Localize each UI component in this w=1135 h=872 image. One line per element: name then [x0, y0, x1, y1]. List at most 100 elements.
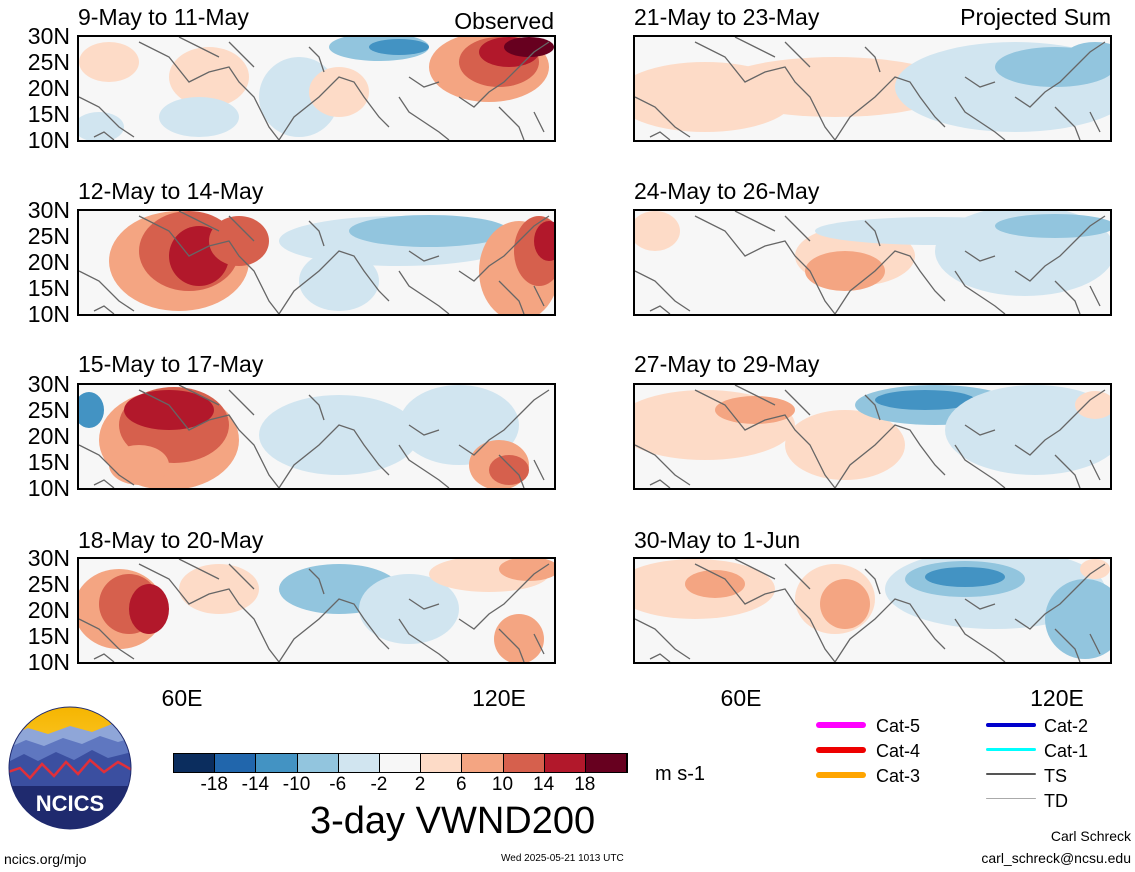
colorbar-cell	[338, 754, 380, 772]
colorbar-tick-label: 18	[574, 774, 596, 795]
coastline	[649, 568, 1101, 662]
shaded-area	[179, 564, 259, 614]
coastline	[635, 211, 1106, 314]
legend-swatch	[816, 722, 866, 728]
colorbar-tick-label: -14	[241, 774, 270, 795]
legend-label: Cat-2	[1044, 716, 1089, 736]
panel-title: 12-May to 14-May	[78, 178, 264, 204]
lat-label: 20N	[27, 597, 70, 623]
map-panel	[77, 557, 556, 664]
shaded-area	[209, 216, 269, 266]
legend-label: TD	[1044, 791, 1068, 811]
colorbar-cell	[544, 754, 586, 772]
lon-label: 60E	[161, 685, 203, 711]
shaded-area	[995, 214, 1110, 238]
coastline	[649, 220, 1101, 314]
colorbar-cell	[421, 754, 463, 772]
panel-title: 30-May to 1-Jun	[634, 527, 801, 553]
coastline	[79, 211, 550, 314]
shaded-area	[715, 396, 795, 424]
map-field	[635, 211, 1110, 314]
colorbar-cell	[462, 754, 504, 772]
legend-label: Cat-5	[876, 716, 921, 736]
lat-label: 30N	[27, 197, 70, 223]
coastline	[93, 568, 545, 662]
map-panel	[633, 383, 1112, 490]
shaded-area	[79, 112, 124, 140]
site-link[interactable]: ncics.org/mjo	[4, 851, 87, 867]
panel-title: 27-May to 29-May	[634, 351, 820, 377]
panel-title: 21-May to 23-May	[634, 4, 820, 30]
lat-label: 15N	[27, 449, 70, 475]
shaded-area	[785, 410, 905, 480]
shaded-area	[504, 37, 554, 57]
colorbar-cell	[379, 754, 422, 772]
colorbar-tick-label: 14	[533, 774, 555, 795]
shaded-area	[259, 395, 419, 475]
colorbar-tick-label: -10	[282, 774, 311, 795]
coastline	[649, 394, 1101, 488]
shaded-area	[309, 67, 369, 117]
shaded-area	[635, 211, 680, 251]
legend-swatch	[816, 772, 866, 778]
legend-swatch	[986, 773, 1036, 775]
map-field	[79, 37, 554, 140]
timestamp: Wed 2025-05-21 1013 UTC	[501, 853, 624, 864]
lat-label: 30N	[27, 371, 70, 397]
coastline	[93, 46, 545, 140]
map-field	[79, 559, 554, 662]
shaded-area	[945, 385, 1110, 475]
map-panel	[77, 209, 556, 316]
map-field	[635, 37, 1110, 140]
colorbar-tick-label: 2	[414, 774, 426, 795]
map-field	[635, 559, 1110, 662]
shaded-area	[489, 455, 529, 485]
shaded-area	[925, 567, 1005, 587]
lat-label: 30N	[27, 23, 70, 49]
ncics-logo: NCICS	[8, 706, 132, 830]
map-panel	[633, 557, 1112, 664]
lat-label: 25N	[27, 397, 70, 423]
panel-title: 24-May to 26-May	[634, 178, 820, 204]
shaded-area	[1080, 559, 1110, 579]
colorbar-tick-label: 10	[491, 774, 514, 795]
colorbar-cell	[215, 754, 257, 772]
shaded-area	[159, 97, 239, 137]
map-panel	[77, 383, 556, 490]
shaded-area	[1045, 579, 1110, 659]
lon-label: 120E	[1030, 685, 1084, 711]
lat-label: 30N	[27, 545, 70, 571]
map-field	[79, 385, 554, 488]
lat-label: 10N	[27, 649, 70, 675]
lon-label: 120E	[472, 685, 526, 711]
shaded-area	[715, 57, 955, 117]
coastline	[635, 37, 1106, 140]
shaded-area	[685, 570, 745, 598]
legend-label: Cat-1	[1044, 741, 1089, 761]
shaded-area	[109, 445, 169, 485]
lat-label: 15N	[27, 623, 70, 649]
lat-label: 15N	[27, 101, 70, 127]
map-panel	[633, 209, 1112, 316]
shaded-area	[1075, 391, 1110, 419]
colorbar-cell	[174, 754, 216, 772]
panel-title: 15-May to 17-May	[78, 351, 264, 377]
variable-title: 3-day VWND200	[310, 800, 596, 842]
author-email[interactable]: carl_schreck@ncsu.edu	[981, 850, 1131, 866]
coastline	[93, 394, 545, 488]
panel-title: 18-May to 20-May	[78, 527, 264, 553]
shaded-area	[359, 574, 459, 644]
lat-label: 25N	[27, 49, 70, 75]
map-field	[635, 385, 1110, 488]
shaded-area	[494, 614, 544, 662]
legend-swatch	[986, 723, 1036, 727]
shaded-area	[299, 251, 379, 311]
map-panel	[633, 35, 1112, 142]
lat-label: 25N	[27, 223, 70, 249]
lat-label: 20N	[27, 75, 70, 101]
colorbar-cell	[297, 754, 339, 772]
shaded-area	[534, 221, 554, 261]
lat-label: 10N	[27, 127, 70, 153]
lat-label: 20N	[27, 249, 70, 275]
map-field	[79, 211, 554, 314]
